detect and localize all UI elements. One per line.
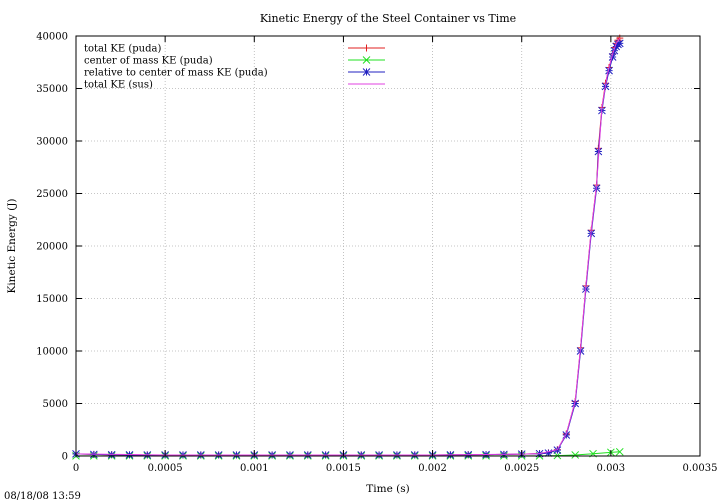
legend-marker xyxy=(362,56,371,64)
y-tick-label: 20000 xyxy=(36,242,68,253)
x-tick-label: 0.002 xyxy=(418,463,447,474)
legend-label: center of mass KE (puda) xyxy=(84,56,213,67)
legend-label: relative to center of mass KE (puda) xyxy=(84,68,268,79)
series-3-point xyxy=(608,53,617,61)
series-3-point xyxy=(594,147,603,156)
axes: 0 0.0005 0.001 0.0015 0.002 0.0025 0.003 0.0035… xyxy=(36,32,717,475)
series-2-point xyxy=(615,447,624,456)
y-tick-label: 0 xyxy=(62,452,68,463)
y-tick-label: 10000 xyxy=(36,347,68,358)
y-axis-label: Kinetic Energy (J) xyxy=(6,198,18,293)
x-tick-label: 0.0005 xyxy=(148,463,183,474)
legend-marker xyxy=(363,44,370,52)
y-tick-label: 35000 xyxy=(36,84,68,95)
legend-label: total KE (puda) xyxy=(84,44,161,55)
x-tick-label: 0.001 xyxy=(240,463,269,474)
legend-marker xyxy=(362,68,371,76)
legend: total KE (puda)center of mass KE (puda)r… xyxy=(84,44,385,91)
x-tick-label: 0.0035 xyxy=(683,463,718,474)
x-tick-label: 0.003 xyxy=(597,463,626,474)
chart-title: Kinetic Energy of the Steel Container vs… xyxy=(260,12,516,25)
x-tick-label: 0.0015 xyxy=(326,463,361,474)
y-tick-label: 30000 xyxy=(36,137,68,148)
x-axis-label: Time (s) xyxy=(366,483,409,495)
y-tick-label: 5000 xyxy=(43,399,68,410)
y-tick-label: 40000 xyxy=(36,32,68,43)
legend-label: total KE (sus) xyxy=(84,80,153,91)
series-2-point xyxy=(571,451,580,459)
series-3-point xyxy=(605,66,613,75)
x-tick-label: 0.0025 xyxy=(504,463,539,474)
y-tick-label: 25000 xyxy=(36,189,68,200)
y-tick-label: 15000 xyxy=(36,294,68,305)
timestamp: 08/18/08 13:59 xyxy=(4,491,81,502)
x-tick-label: 0 xyxy=(73,463,79,474)
